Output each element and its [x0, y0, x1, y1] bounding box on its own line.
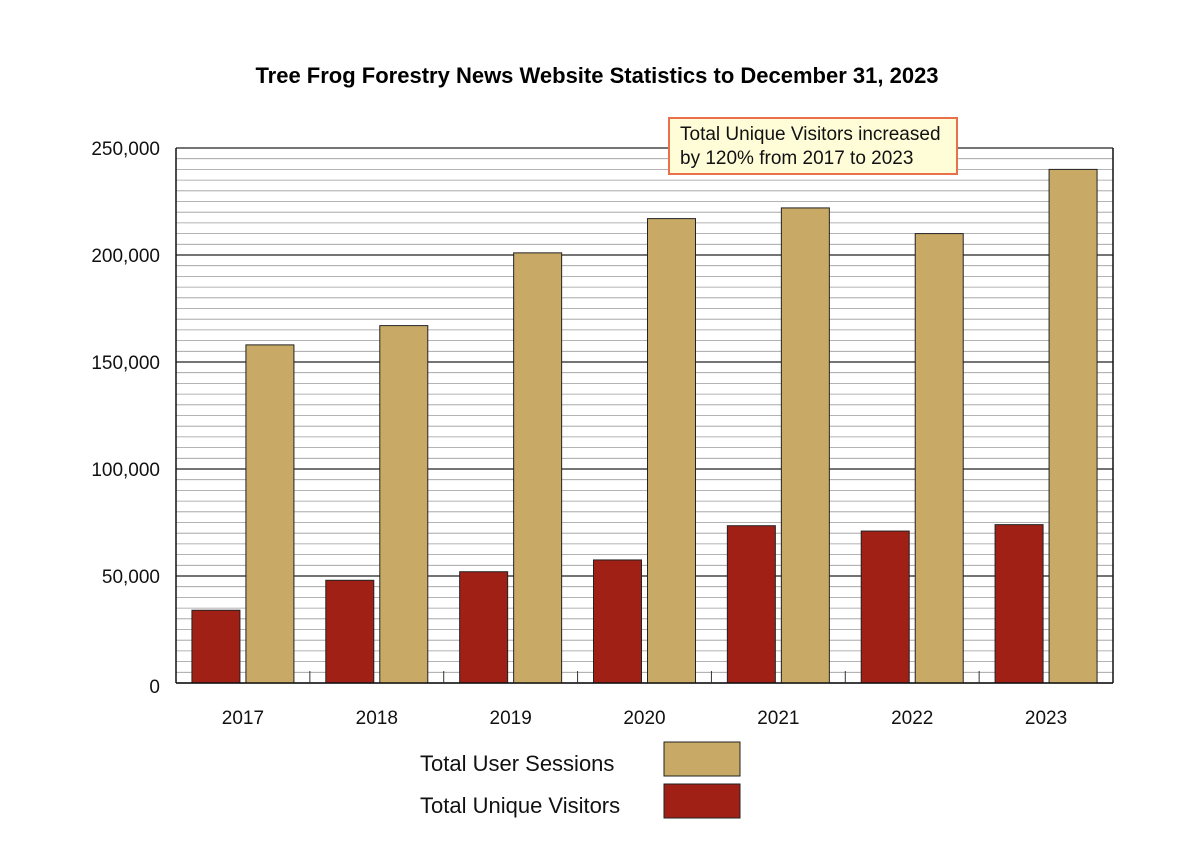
bar-user-sessions-2017: [245, 344, 295, 684]
annotation-line-2: by 120% from 2017 to 2023: [680, 148, 914, 169]
bar-unique-visitors-2018: [325, 579, 375, 684]
bar-user-sessions-2019: [513, 252, 563, 684]
x-tick-labels: 2017 2018 2019 2020 2021 2022 2023: [222, 708, 1067, 729]
bar-unique-visitors-2022: [860, 530, 910, 684]
bar-unique-visitors-2019: [459, 571, 509, 684]
legend-label: Total User Sessions: [420, 751, 614, 776]
bar-unique-visitors-2021: [726, 525, 776, 684]
grid-lines: [176, 147, 1113, 684]
x-tick-label: 2023: [1025, 708, 1067, 729]
x-tick-label: 2017: [222, 708, 264, 729]
y-tick-label: 150,000: [91, 353, 160, 374]
bar-user-sessions-2022: [914, 233, 964, 684]
x-tick-label: 2018: [356, 708, 398, 729]
bar-unique-visitors-2023: [994, 524, 1044, 684]
y-tick-label: 250,000: [91, 139, 160, 160]
bars: [191, 168, 1098, 684]
annotation-line-1: Total Unique Visitors increased: [680, 124, 941, 145]
y-tick-label: 50,000: [102, 567, 160, 588]
x-tick-label: 2019: [490, 708, 532, 729]
x-tick-label: 2020: [623, 708, 665, 729]
legend-swatch: [663, 741, 741, 777]
bar-user-sessions-2023: [1048, 168, 1098, 684]
bar-user-sessions-2018: [379, 325, 429, 684]
bar-user-sessions-2021: [780, 207, 830, 684]
legend-label: Total Unique Visitors: [420, 793, 620, 818]
y-tick-label: 0: [149, 677, 160, 698]
annotation-box: Total Unique Visitors increased by 120% …: [668, 117, 958, 175]
y-tick-label: 200,000: [91, 246, 160, 267]
bar-user-sessions-2020: [647, 218, 696, 684]
y-tick-label: 100,000: [91, 460, 160, 481]
legend-swatch: [663, 783, 741, 819]
legend: Total User Sessions Total Unique Visitors: [420, 741, 741, 819]
y-tick-labels: 0 50,000 100,000 150,000 200,000 250,000: [91, 139, 160, 698]
x-tick-label: 2021: [757, 708, 799, 729]
axes: [175, 148, 1114, 684]
bar-unique-visitors-2017: [191, 609, 241, 684]
chart-title: Tree Frog Forestry News Website Statisti…: [255, 63, 938, 88]
x-tick-label: 2022: [891, 708, 933, 729]
bar-unique-visitors-2020: [593, 559, 642, 684]
